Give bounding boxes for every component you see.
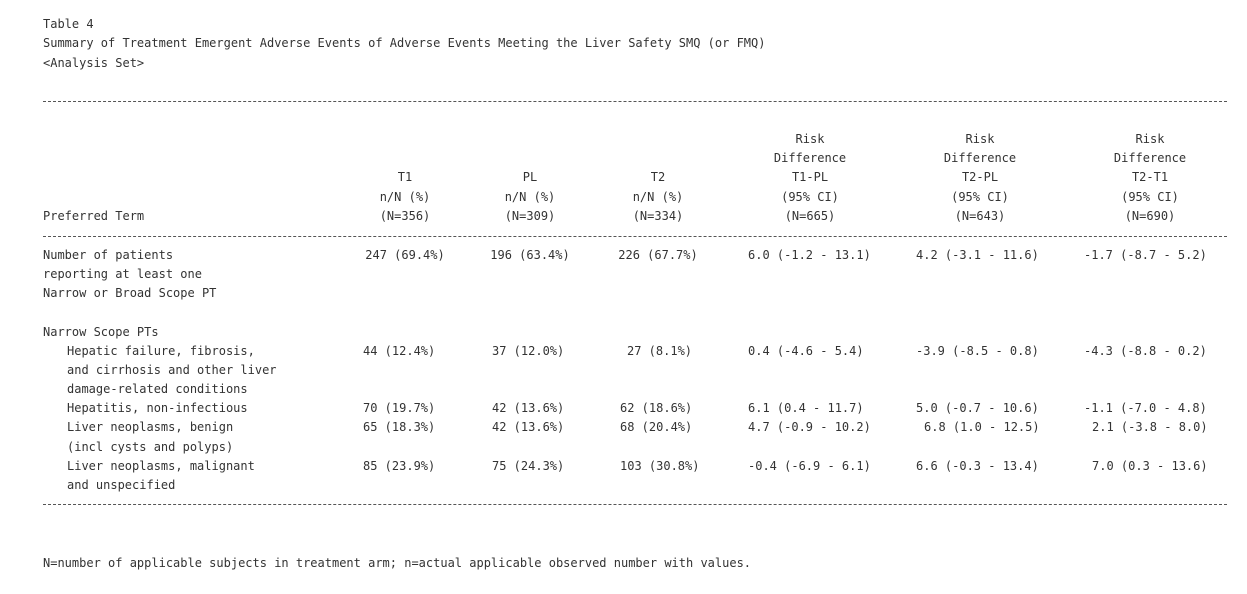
row-term-line: (incl cysts and polyps) bbox=[67, 440, 234, 454]
top-rule bbox=[43, 101, 1227, 102]
cell-rd3: 7.0 (0.3 - 13.6) bbox=[1092, 459, 1208, 473]
table-title: Summary of Treatment Emergent Adverse Ev… bbox=[43, 36, 766, 50]
t2-header-line1: T2 bbox=[650, 170, 666, 184]
cell-rd1: 6.1 (0.4 - 11.7) bbox=[748, 401, 864, 415]
rd1-header-line3: T1-PL bbox=[791, 170, 829, 184]
cell-pl: 196 (63.4%) bbox=[490, 248, 570, 262]
rd1-header-line5: (N=665) bbox=[784, 209, 836, 223]
cell-rd2: 6.6 (-0.3 - 13.4) bbox=[916, 459, 1039, 473]
analysis-set: <Analysis Set> bbox=[43, 56, 145, 70]
row-term-line: Hepatic failure, fibrosis, bbox=[67, 344, 255, 358]
cell-t1: 44 (12.4%) bbox=[363, 344, 436, 358]
rd1-header-line4: (95% CI) bbox=[781, 190, 839, 204]
rd3-header-line5: (N=690) bbox=[1124, 209, 1176, 223]
rd2-header-line4: (95% CI) bbox=[951, 190, 1009, 204]
pl-header-line2: n/N (%) bbox=[504, 190, 556, 204]
cell-rd3: -4.3 (-8.8 - 0.2) bbox=[1084, 344, 1207, 358]
rd3-header-line1: Risk bbox=[1135, 132, 1165, 146]
cell-rd2: 4.2 (-3.1 - 11.6) bbox=[916, 248, 1039, 262]
cell-rd3: 2.1 (-3.8 - 8.0) bbox=[1092, 420, 1208, 434]
rd3-header-line3: T2-T1 bbox=[1131, 170, 1169, 184]
cell-rd1: -0.4 (-6.9 - 6.1) bbox=[748, 459, 871, 473]
cell-rd1: 0.4 (-4.6 - 5.4) bbox=[748, 344, 864, 358]
t2-header-line3: (N=334) bbox=[632, 209, 684, 223]
bottom-rule bbox=[43, 504, 1227, 505]
cell-t1: 70 (19.7%) bbox=[363, 401, 436, 415]
cell-t2: 27 (8.1%) bbox=[627, 344, 693, 358]
t2-header-line2: n/N (%) bbox=[632, 190, 684, 204]
rd3-header-line4: (95% CI) bbox=[1121, 190, 1179, 204]
rd3-header-line2: Difference bbox=[1113, 151, 1187, 165]
rd1-header-line2: Difference bbox=[773, 151, 847, 165]
t1-header-line1: T1 bbox=[397, 170, 413, 184]
rd2-header-line1: Risk bbox=[965, 132, 995, 146]
t1-header-line3: (N=356) bbox=[379, 209, 431, 223]
pl-header-line3: (N=309) bbox=[504, 209, 556, 223]
row-term-line: Hepatitis, non-infectious bbox=[67, 401, 248, 415]
rd2-header-line3: T2-PL bbox=[961, 170, 999, 184]
cell-t1: 247 (69.4%) bbox=[365, 248, 445, 262]
pl-header-line1: PL bbox=[522, 170, 538, 184]
row-term-line: Liver neoplasms, malignant bbox=[67, 459, 255, 473]
row-term-line: Narrow or Broad Scope PT bbox=[43, 286, 217, 300]
footnote: N=number of applicable subjects in treat… bbox=[43, 556, 752, 570]
cell-rd2: 6.8 (1.0 - 12.5) bbox=[924, 420, 1040, 434]
cell-pl: 37 (12.0%) bbox=[492, 344, 565, 358]
rd2-header-line5: (N=643) bbox=[954, 209, 1006, 223]
cell-rd2: 5.0 (-0.7 - 10.6) bbox=[916, 401, 1039, 415]
cell-t2: 103 (30.8%) bbox=[620, 459, 700, 473]
cell-t1: 85 (23.9%) bbox=[363, 459, 436, 473]
cell-pl: 42 (13.6%) bbox=[492, 420, 565, 434]
cell-t2: 62 (18.6%) bbox=[620, 401, 693, 415]
row-term-line: and unspecified bbox=[67, 478, 176, 492]
header-rule bbox=[43, 236, 1227, 237]
preferred-term-header: Preferred Term bbox=[43, 209, 145, 223]
cell-rd2: -3.9 (-8.5 - 0.8) bbox=[916, 344, 1039, 358]
row-term-line: Liver neoplasms, benign bbox=[67, 420, 234, 434]
rd1-header-line1: Risk bbox=[795, 132, 825, 146]
cell-rd1: 6.0 (-1.2 - 13.1) bbox=[748, 248, 871, 262]
cell-t1: 65 (18.3%) bbox=[363, 420, 436, 434]
t1-header-line2: n/N (%) bbox=[379, 190, 431, 204]
cell-pl: 42 (13.6%) bbox=[492, 401, 565, 415]
cell-t2: 68 (20.4%) bbox=[620, 420, 693, 434]
cell-rd3: -1.1 (-7.0 - 4.8) bbox=[1084, 401, 1207, 415]
cell-pl: 75 (24.3%) bbox=[492, 459, 565, 473]
row-term-line: reporting at least one bbox=[43, 267, 202, 281]
row-term-line: and cirrhosis and other liver bbox=[67, 363, 277, 377]
rd2-header-line2: Difference bbox=[943, 151, 1017, 165]
row-term-line: damage-related conditions bbox=[67, 382, 248, 396]
section-heading: Narrow Scope PTs bbox=[43, 325, 159, 339]
cell-rd3: -1.7 (-8.7 - 5.2) bbox=[1084, 248, 1207, 262]
cell-t2: 226 (67.7%) bbox=[618, 248, 698, 262]
cell-rd1: 4.7 (-0.9 - 10.2) bbox=[748, 420, 871, 434]
row-term-line: Number of patients bbox=[43, 248, 174, 262]
table-number: Table 4 bbox=[43, 17, 94, 31]
